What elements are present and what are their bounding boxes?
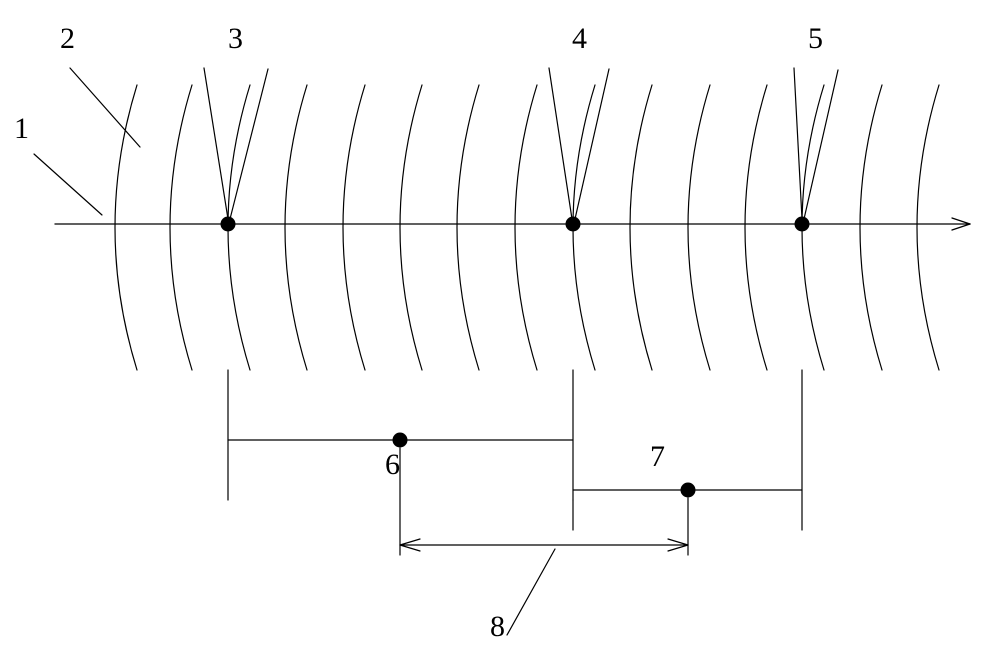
- label-8: 8: [490, 610, 505, 644]
- label-2: 2: [60, 22, 75, 56]
- label-1: 1: [14, 112, 29, 146]
- label-3: 3: [228, 22, 243, 56]
- label-4: 4: [572, 22, 587, 56]
- label-6: 6: [385, 448, 400, 482]
- label-5: 5: [808, 22, 823, 56]
- diagram-canvas: 1 2 3 4 5 6 7 8: [0, 0, 1000, 651]
- diagram-svg: [0, 0, 1000, 651]
- label-7: 7: [650, 440, 665, 474]
